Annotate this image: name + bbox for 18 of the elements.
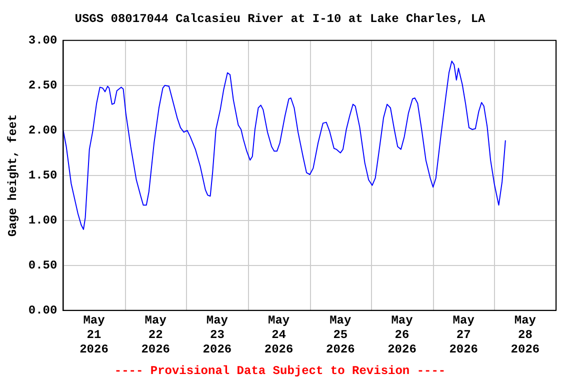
y-tick-label: 3.00 — [28, 33, 58, 48]
x-tick-label: May 23 2026 — [202, 314, 232, 356]
y-tick-label: 1.50 — [28, 168, 58, 182]
x-tick-label: May 21 2026 — [80, 314, 108, 356]
x-tick-label: May 22 2026 — [141, 314, 170, 356]
y-tick-label: 2.50 — [28, 78, 58, 92]
y-tick-label: 0.00 — [28, 303, 58, 318]
y-tick-label: 0.50 — [28, 258, 58, 272]
x-tick-label: May 26 2026 — [388, 314, 416, 356]
x-tick-label: May 25 2026 — [326, 314, 355, 356]
x-tick-label: May 28 2026 — [510, 314, 540, 356]
chart-title: USGS 08017044 Calcasieu River at I-10 at Lake Charles, LA — [74, 12, 486, 26]
y-tick-label: 2.00 — [28, 123, 58, 138]
x-tick-label: May 27 2026 — [449, 314, 478, 356]
y-tick-label: 1.00 — [28, 213, 58, 228]
text: ---- Provisional Data Subject to Revision ---- — [114, 364, 446, 378]
x-tick-label: May 24 2026 — [264, 314, 294, 356]
y-axis-title: Gage height, feet — [6, 114, 20, 237]
